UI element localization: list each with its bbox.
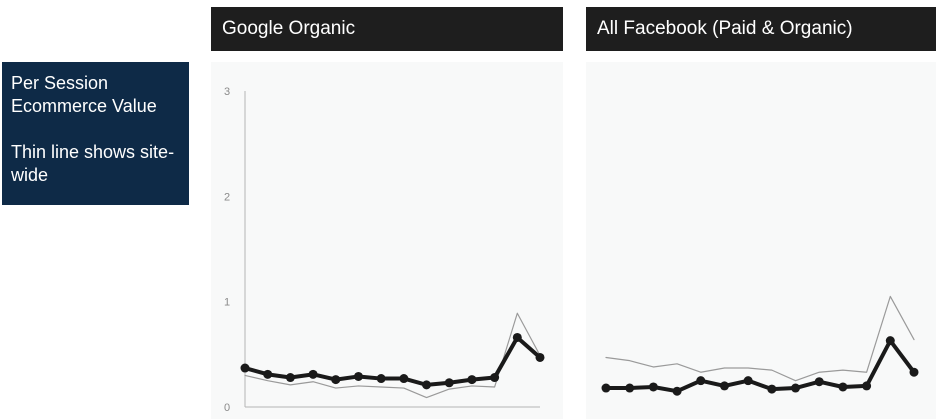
data-point (719, 381, 729, 391)
data-point (743, 376, 753, 386)
google-organic-plot: 0 1 2 3 (224, 86, 545, 414)
data-point (353, 371, 363, 381)
data-point (422, 380, 432, 390)
data-point (512, 332, 522, 342)
metric-title: Per Session Ecommerce Value (11, 73, 157, 116)
data-point (672, 386, 682, 396)
y-tick-label: 3 (224, 86, 230, 98)
google-organic-header: Google Organic (211, 7, 563, 51)
site-wide-line (605, 295, 915, 382)
facebook-chart (586, 62, 936, 419)
data-point (625, 383, 635, 393)
data-point (838, 382, 848, 392)
facebook-plot (601, 295, 919, 396)
metric-description-panel: Per Session Ecommerce Value Thin line sh… (2, 62, 189, 205)
data-point (376, 374, 386, 384)
facebook-title: All Facebook (Paid & Organic) (597, 18, 853, 39)
y-tick-label: 1 (224, 297, 230, 309)
facebook-header: All Facebook (Paid & Organic) (586, 7, 936, 51)
data-point (885, 336, 895, 346)
google-organic-title: Google Organic (222, 18, 356, 39)
data-point (399, 374, 409, 384)
data-point (331, 375, 341, 385)
data-point (696, 376, 706, 386)
site-wide-line (244, 312, 541, 399)
data-point (467, 375, 477, 385)
data-point (814, 377, 824, 387)
data-point (648, 382, 658, 392)
data-point (308, 369, 318, 379)
data-point (490, 373, 500, 383)
data-point (444, 378, 454, 388)
data-point (285, 373, 295, 383)
data-point (263, 369, 273, 379)
thin-line-note: Thin line shows site-wide (11, 142, 175, 185)
data-point (909, 367, 919, 377)
google-organic-chart: 0 1 2 3 (211, 62, 563, 419)
data-point (535, 352, 545, 362)
data-point (791, 383, 801, 393)
data-point (601, 383, 611, 393)
data-point (767, 384, 777, 394)
data-point (862, 381, 872, 391)
y-tick-label: 2 (224, 191, 230, 203)
data-point (240, 363, 250, 373)
y-tick-label: 0 (224, 402, 230, 414)
